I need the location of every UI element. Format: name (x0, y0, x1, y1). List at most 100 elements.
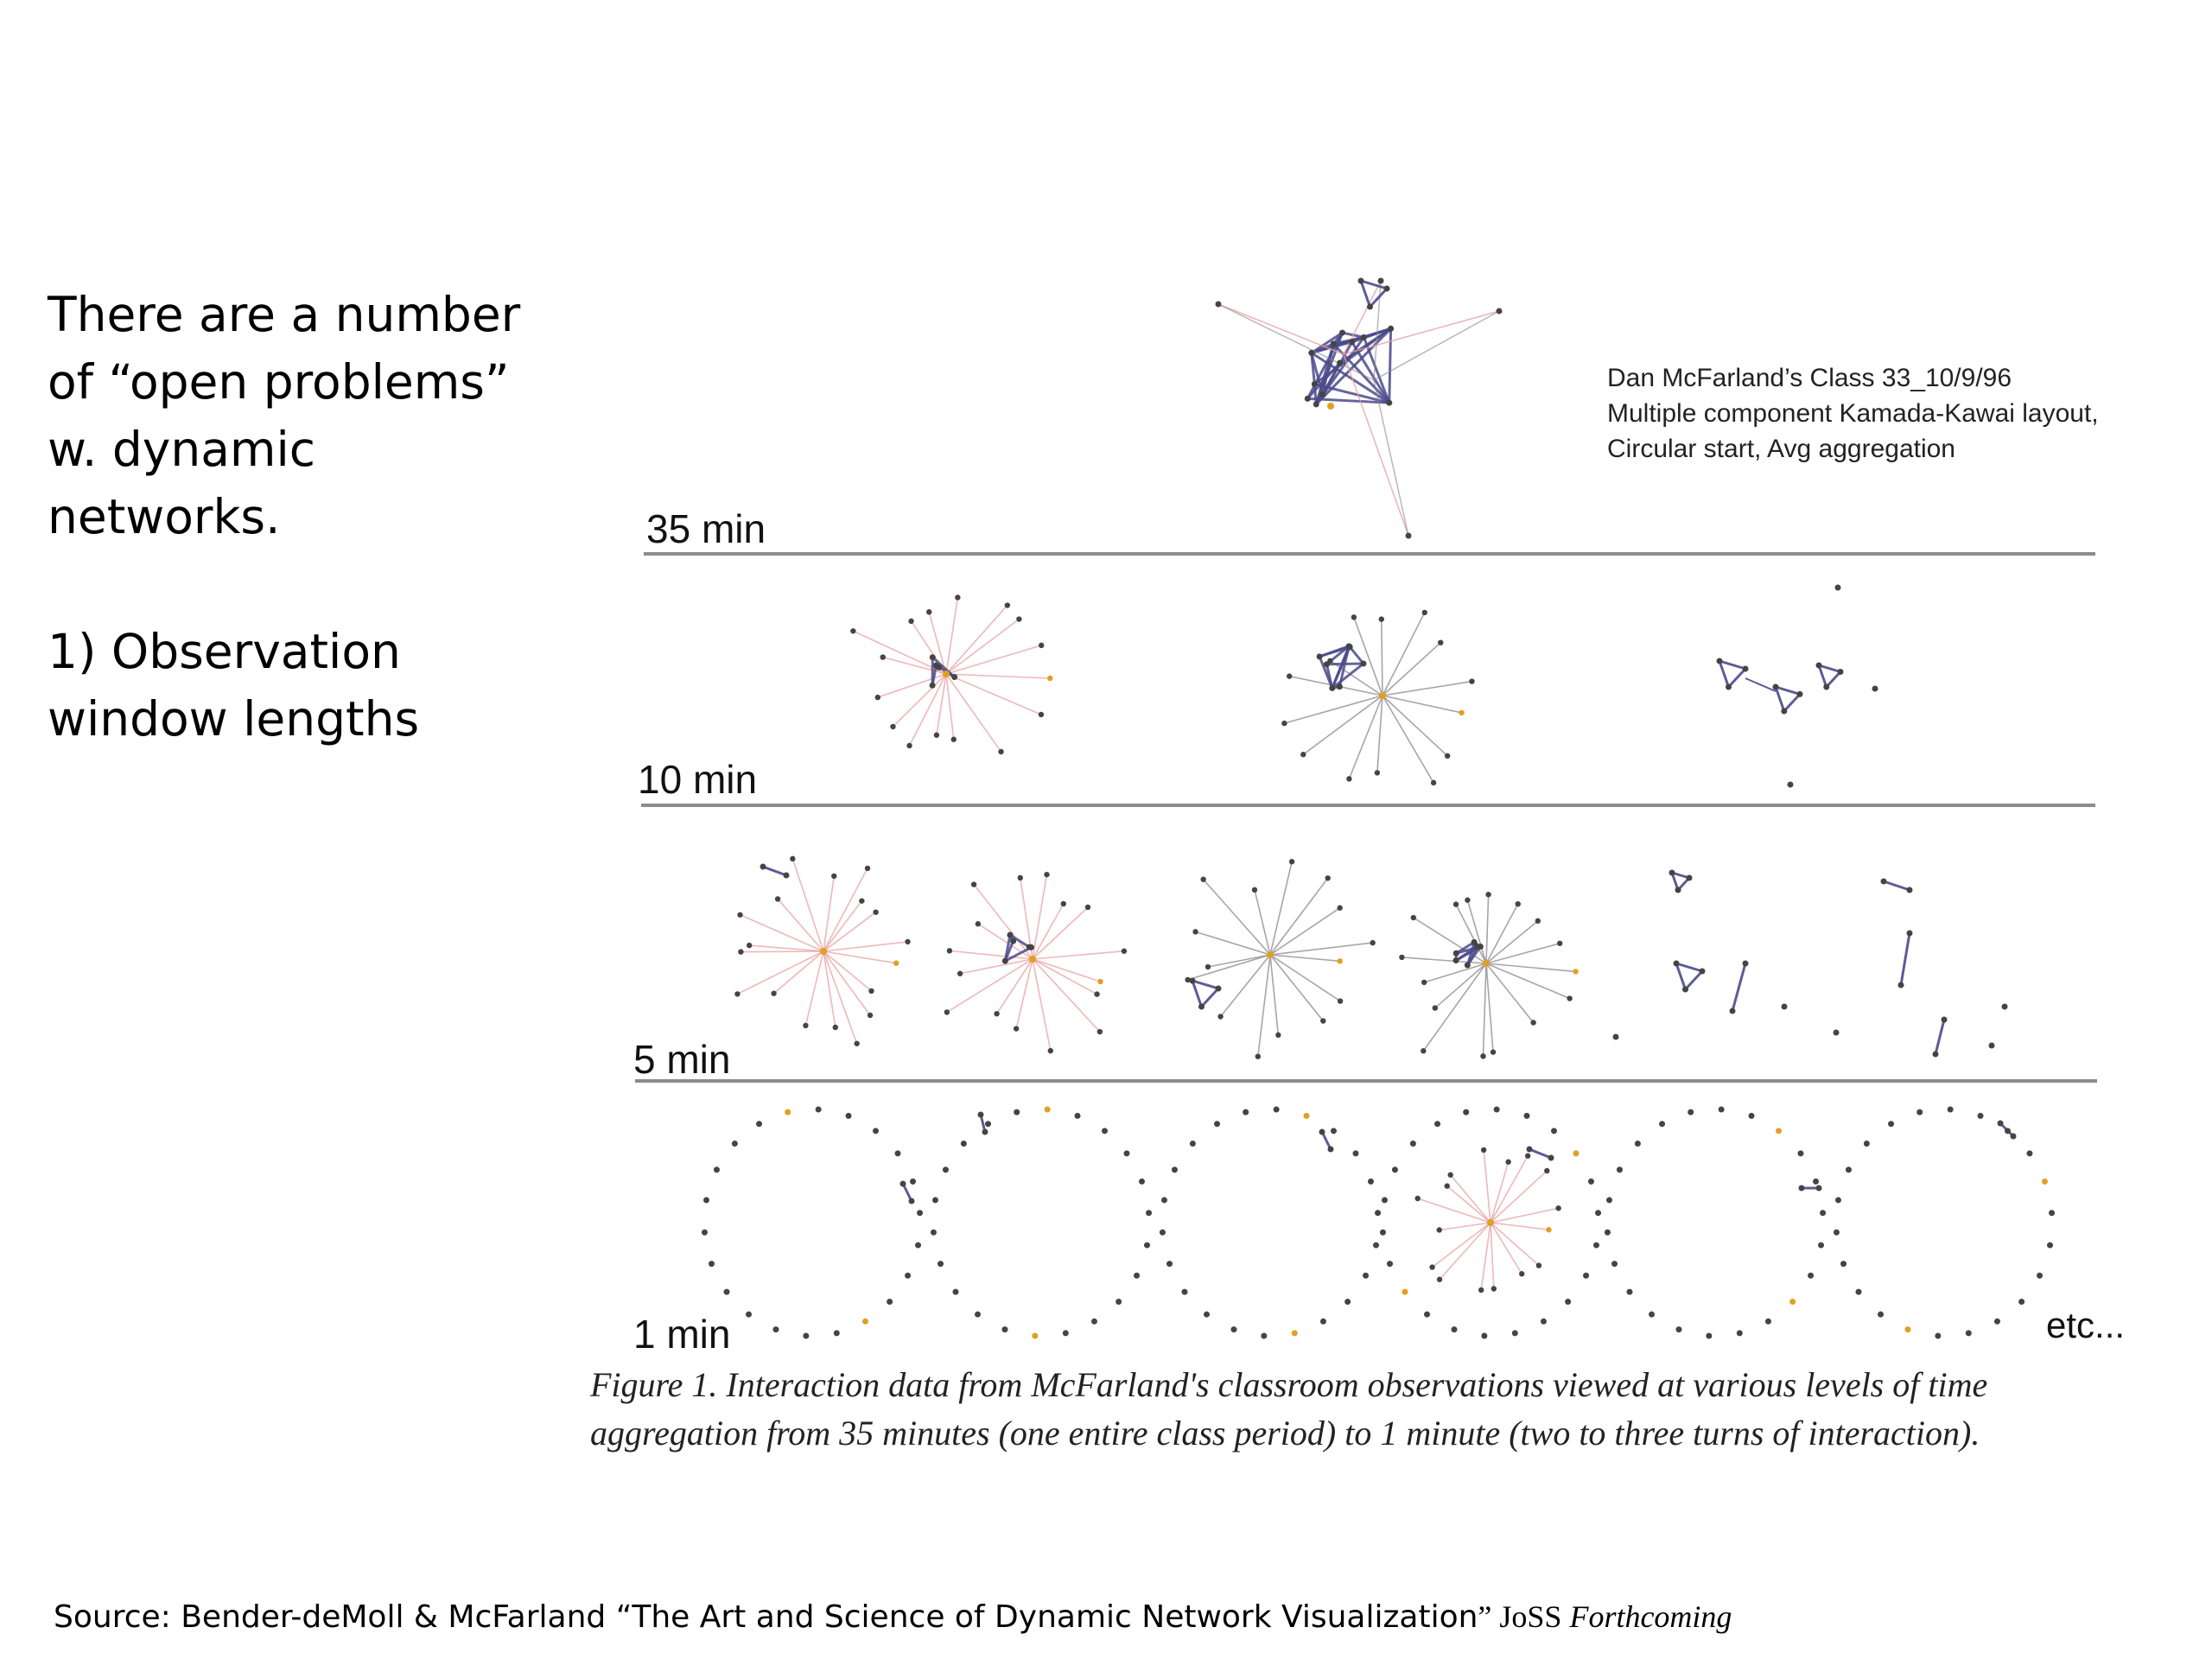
network-node (1464, 962, 1471, 969)
network-node (1026, 944, 1033, 950)
network-node (1673, 960, 1680, 967)
network-node (1699, 968, 1706, 975)
figure-note-line: Dan McFarland’s Class 33_10/9/96 (1607, 364, 2012, 392)
network-node (1096, 1028, 1103, 1035)
network-node (874, 694, 881, 701)
network-node (1530, 1020, 1536, 1026)
network-node (1718, 1106, 1725, 1113)
network-edge (936, 673, 947, 735)
network-edge (1485, 894, 1490, 964)
network-edge (1254, 889, 1271, 956)
network-edge (1343, 353, 1409, 537)
network-node (1336, 683, 1343, 690)
network-edge (1432, 1222, 1491, 1268)
network-node (859, 898, 865, 904)
network-node (1230, 1326, 1237, 1333)
network-node (756, 1121, 763, 1128)
network-node (1742, 960, 1749, 967)
network-node (1016, 616, 1022, 622)
network-node (1463, 1109, 1470, 1116)
network-node (1544, 1167, 1550, 1174)
network-node (1840, 1261, 1847, 1268)
network-node (1781, 708, 1788, 715)
network-edge (1284, 695, 1383, 724)
network-edge (1455, 941, 1475, 955)
network-edge (1719, 659, 1746, 671)
network-node (1490, 1049, 1497, 1055)
network-node (1421, 979, 1427, 986)
network-edge (823, 950, 858, 1045)
network-node (1659, 1121, 1666, 1128)
network-node (1459, 709, 1465, 716)
network-node (1742, 665, 1749, 672)
network-node (1017, 874, 1023, 881)
network-node (1812, 1178, 1819, 1185)
network-node (2001, 1003, 2008, 1010)
network-node (1772, 683, 1779, 690)
network-edge (1490, 1161, 1510, 1224)
network-edge (1003, 934, 1012, 962)
network-node (1214, 1121, 1221, 1128)
network-edge (1483, 1149, 1491, 1224)
network-edge (1731, 963, 1747, 1012)
source-citation: Source: Bender-deMoll & McFarland “The A… (54, 1599, 2127, 1635)
network-node (1029, 956, 1036, 963)
network-node (1319, 1318, 1326, 1325)
network-node (1185, 976, 1191, 983)
network-node (1904, 1326, 1911, 1333)
network-node (1360, 334, 1367, 340)
network-edge (791, 858, 824, 952)
network-node (1060, 900, 1066, 907)
network-edge (1217, 303, 1344, 355)
network-node (1612, 1033, 1619, 1040)
network-node (1736, 1330, 1743, 1337)
network-node (1444, 1183, 1450, 1189)
network-edge (1320, 1131, 1332, 1150)
network-node (1160, 1197, 1167, 1204)
network-edge (1817, 664, 1828, 688)
network-edge (1934, 1019, 1946, 1055)
network-node (702, 1197, 709, 1204)
network-node (1379, 1229, 1386, 1236)
network-edge (1485, 963, 1535, 1024)
network-node (1436, 1276, 1443, 1282)
network-node (1833, 1229, 1840, 1236)
network-edge (1331, 646, 1351, 689)
network-node (790, 855, 796, 862)
network-edge (1331, 662, 1364, 690)
network-node (894, 1150, 901, 1157)
network-edge (1269, 954, 1324, 1022)
network-node (1567, 995, 1573, 1001)
network-edge (1446, 1185, 1491, 1224)
network-node (1189, 1141, 1196, 1147)
network-edge (823, 900, 863, 952)
network-edge (823, 950, 873, 992)
network-node (1535, 918, 1541, 925)
network-node (1319, 391, 1326, 398)
network-node (1593, 1242, 1600, 1249)
network-node (1424, 1311, 1431, 1318)
network-node (1555, 1205, 1561, 1211)
network-edge (823, 950, 836, 1028)
network-edge (1490, 1222, 1540, 1267)
network-node (960, 1141, 967, 1147)
network-node (977, 1111, 984, 1118)
network-node (1010, 938, 1017, 944)
network-node (975, 921, 982, 927)
network-node (1330, 340, 1337, 347)
network-node (723, 1288, 730, 1295)
network-node (1399, 954, 1405, 961)
network-edge (1192, 979, 1219, 990)
network-node (1675, 1326, 1682, 1333)
network-edge (1480, 1222, 1491, 1291)
network-node (1471, 938, 1478, 945)
network-node (1001, 957, 1008, 964)
row-label-10-min: 10 min (638, 757, 757, 802)
network-node (1452, 901, 1459, 907)
network-node (731, 1141, 738, 1147)
network-edge (1369, 287, 1389, 308)
network-edge (1490, 1222, 1522, 1274)
network-node (1378, 616, 1384, 622)
network-node (1300, 752, 1306, 758)
network-node (1287, 673, 1293, 679)
